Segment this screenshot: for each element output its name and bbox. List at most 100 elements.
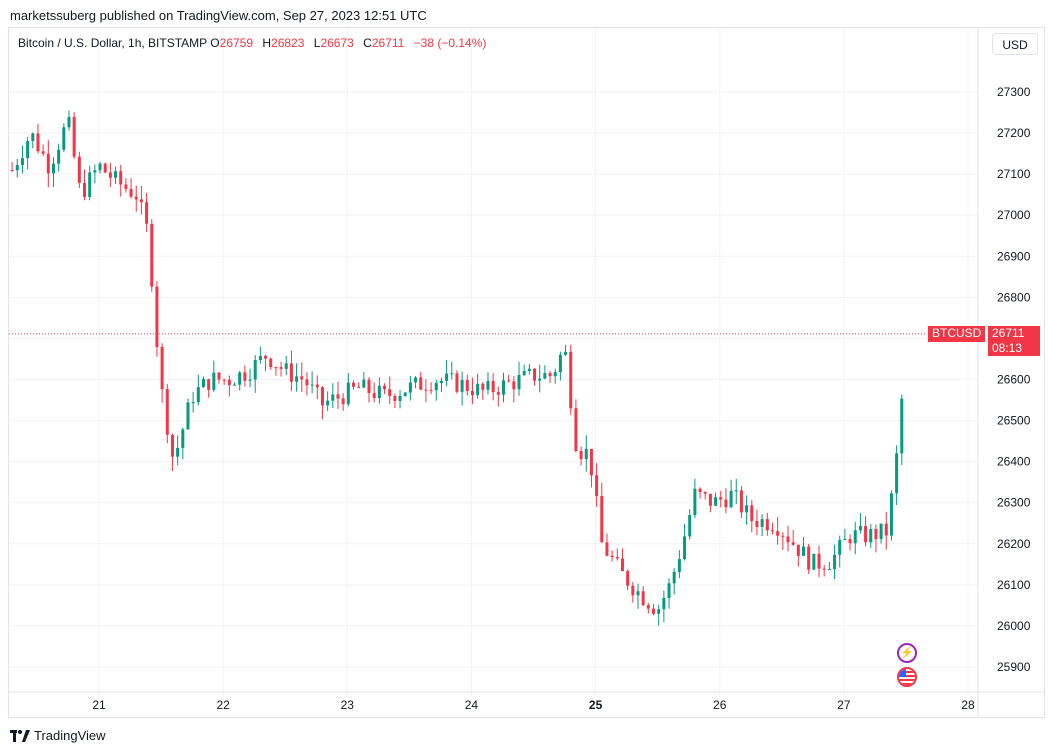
candle-body (31, 133, 35, 142)
candle-body (139, 199, 143, 203)
candle-body (326, 400, 330, 406)
candle (253, 355, 257, 393)
candle-body (838, 540, 842, 555)
close-label: C (363, 36, 372, 50)
candle-body (791, 542, 795, 545)
candle-body (57, 149, 61, 164)
time-tick-label: 24 (465, 698, 479, 712)
candle (476, 373, 480, 400)
candle-body (745, 505, 749, 513)
candle-body (708, 493, 712, 506)
candle (315, 375, 319, 400)
price-tick-label: 26200 (997, 537, 1031, 551)
candle-body (776, 531, 780, 536)
candle (341, 393, 345, 411)
candle (465, 374, 469, 396)
candle-body (419, 377, 423, 390)
candle (589, 448, 593, 488)
candle-body (698, 488, 702, 493)
candle-body (26, 141, 30, 159)
candle-body (796, 544, 800, 556)
candle (610, 550, 614, 562)
footer-brand[interactable]: TradingView (10, 728, 106, 743)
candle-body (351, 382, 355, 387)
candle (357, 382, 361, 388)
us-flag-icon[interactable] (897, 667, 917, 687)
candle-body (765, 519, 769, 531)
candle-body (895, 453, 899, 494)
chart-grid (9, 28, 978, 696)
candle-body (589, 448, 593, 476)
candle-body (667, 583, 671, 598)
candle-body (620, 558, 624, 572)
candle-body (724, 499, 728, 508)
candle (295, 363, 299, 392)
candle (274, 366, 278, 376)
time-axis: 21 22 23 24 25 26 27 28 (9, 691, 1044, 712)
candle-body (569, 351, 573, 409)
candle (507, 374, 511, 383)
candle-body (103, 163, 107, 173)
candle (631, 582, 635, 603)
flash-icon[interactable]: ⚡ (897, 643, 917, 663)
candle (362, 372, 366, 389)
candle (186, 398, 190, 430)
candle (626, 569, 630, 591)
candle (367, 377, 371, 403)
open-label: O (210, 36, 220, 50)
candle-body (51, 163, 55, 174)
candle-body (652, 608, 656, 614)
candle (114, 166, 118, 185)
candle-body (646, 605, 650, 609)
candle (848, 534, 852, 551)
candle (227, 375, 231, 397)
candle (15, 158, 19, 178)
candle (522, 364, 526, 377)
symbol-name: Bitcoin / U.S. Dollar, 1h, BITSTAMP (18, 36, 207, 50)
candle-body (750, 505, 754, 522)
candle-body (817, 553, 821, 569)
candle (145, 192, 149, 232)
price-badge: 26711 08:13 (988, 326, 1040, 356)
candle-body (688, 515, 692, 537)
candle (191, 391, 195, 413)
candle (470, 377, 474, 404)
candle (745, 495, 749, 525)
candle-body (672, 571, 676, 584)
candle (258, 346, 262, 364)
candle-body (284, 363, 288, 369)
candle (501, 372, 505, 403)
candle-body (77, 156, 81, 183)
candle-body (331, 394, 335, 401)
candle-body (496, 392, 500, 395)
candle-body (315, 384, 319, 388)
candle (346, 373, 350, 407)
candle-body (336, 394, 340, 399)
candle-body (383, 385, 387, 390)
candle-body (145, 202, 149, 224)
candle-body (755, 521, 759, 527)
candle-body (822, 568, 826, 570)
candle (657, 604, 661, 626)
candle (786, 526, 790, 552)
candle-body (703, 492, 707, 494)
low-label: L (313, 36, 321, 50)
candle (807, 543, 811, 574)
candle-body (310, 384, 314, 386)
candle (93, 164, 97, 184)
high-label: H (262, 36, 272, 50)
candle (67, 110, 71, 131)
candle-body (434, 383, 438, 391)
candle-body (683, 536, 687, 560)
candle-body (564, 351, 568, 355)
candle-body (83, 182, 87, 197)
currency-button[interactable]: USD (992, 33, 1038, 55)
candle-body (533, 368, 537, 381)
price-tick-label: 27300 (997, 85, 1031, 99)
candle (222, 378, 226, 385)
candle (439, 377, 443, 393)
candle-body (46, 153, 50, 174)
candle-body (388, 389, 392, 396)
candle (776, 517, 780, 545)
